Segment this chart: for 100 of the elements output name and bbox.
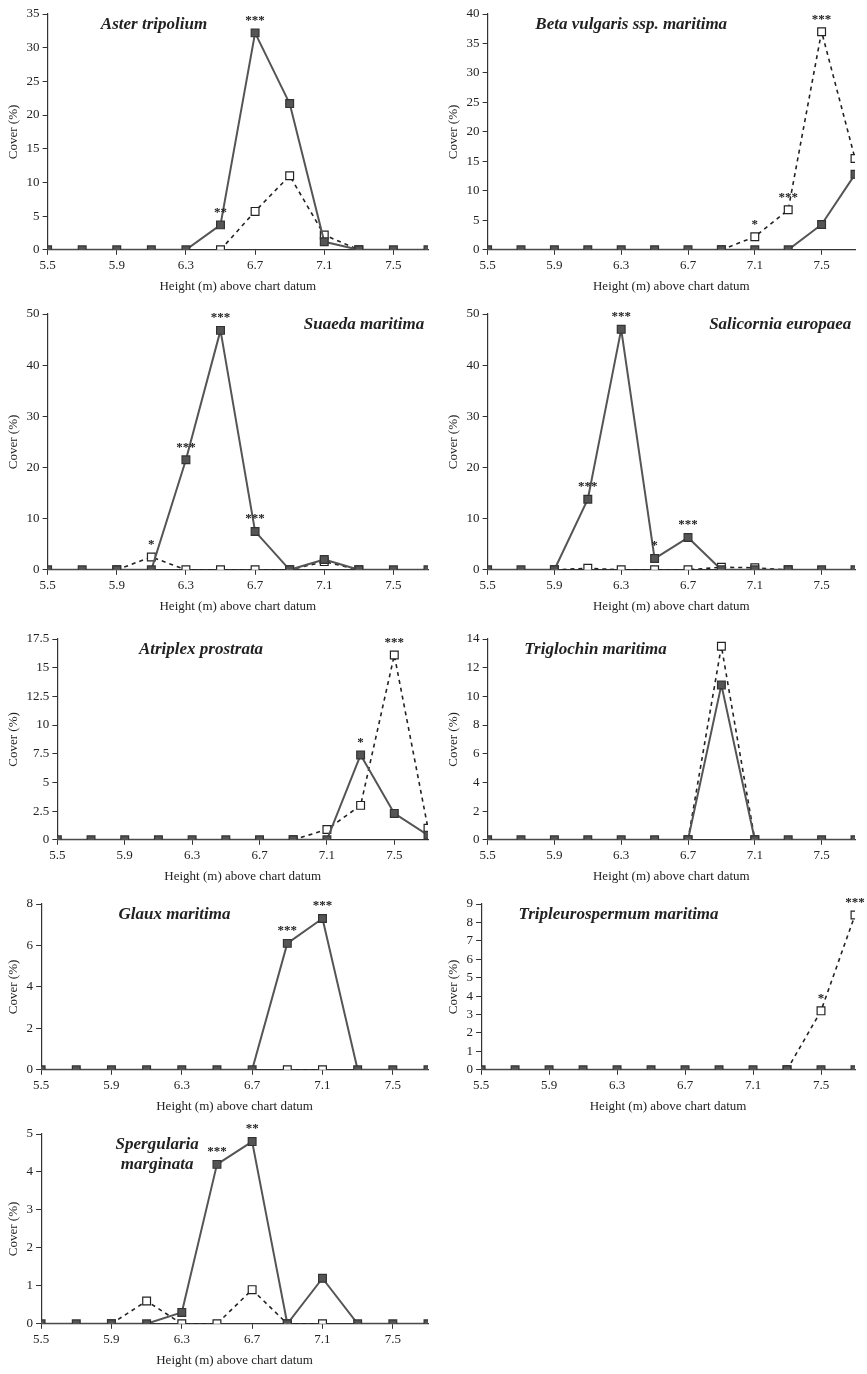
x-axis-title: Height (m) above chart datum xyxy=(159,597,317,613)
annotation: *** xyxy=(678,516,698,532)
annotation: * xyxy=(357,733,364,749)
x-tick-label: 5.9 xyxy=(103,1331,120,1347)
x-tick-label: 7.5 xyxy=(385,257,402,273)
chart-title: Beta vulgaris ssp. maritima xyxy=(534,13,728,33)
x-tick-label: 5.5 xyxy=(479,257,496,273)
y-tick-label: 5 xyxy=(473,211,480,227)
x-tick-label: 7.1 xyxy=(318,847,336,863)
x-tick-label: 7.1 xyxy=(314,1077,331,1093)
x-axis-title: Height (m) above chart datum xyxy=(156,1097,313,1113)
x-tick-label: 5.5 xyxy=(39,577,56,593)
x-tick-label: 7.1 xyxy=(316,577,333,593)
y-tick-label: 10 xyxy=(26,173,40,189)
x-axis-title: Height (m) above chart datum xyxy=(592,597,750,613)
y-tick-label: 6 xyxy=(466,950,474,966)
x-tick-label: 6.3 xyxy=(177,257,195,273)
x-tick-label: 5.5 xyxy=(479,847,496,863)
y-tick-label: 30 xyxy=(26,39,40,55)
x-tick-label: 6.3 xyxy=(613,847,630,863)
x-tick-label: 7.5 xyxy=(385,577,402,593)
y-tick-label: 1 xyxy=(466,1042,474,1058)
x-tick-label: 6.7 xyxy=(246,577,264,593)
x-tick-label: 5.5 xyxy=(32,1077,50,1093)
x-tick-label: 7.5 xyxy=(384,1331,401,1347)
annotation: * xyxy=(148,535,155,551)
x-tick-label: 7.5 xyxy=(386,847,403,863)
annotation: *** xyxy=(811,10,832,26)
y-tick-label: 20 xyxy=(26,458,40,474)
y-tick-label: 5 xyxy=(26,1125,34,1141)
x-tick-label: 5.5 xyxy=(32,1331,50,1347)
annotation: *** xyxy=(312,897,333,913)
x-tick-label: 5.5 xyxy=(39,257,56,273)
y-tick-label: 4 xyxy=(473,773,481,789)
y-tick-label: 35 xyxy=(26,5,40,21)
x-tick-label: 7.1 xyxy=(746,577,763,593)
y-tick-label: 6 xyxy=(26,936,34,952)
y-tick-label: 15 xyxy=(26,140,40,156)
y-axis-title: Cover (%) xyxy=(445,712,461,767)
x-tick-label: 5.9 xyxy=(108,257,125,273)
chart-title: Atriplex prostrata xyxy=(137,638,264,658)
y-tick-label: 30 xyxy=(26,407,40,423)
chart-title: Tripleurospermum maritima xyxy=(518,903,720,923)
y-tick-label: 10 xyxy=(26,510,40,526)
y-tick-label: 0 xyxy=(466,1061,474,1077)
x-tick-label: 5.9 xyxy=(103,1077,120,1093)
y-tick-label: 4 xyxy=(26,978,34,994)
y-tick-label: 0 xyxy=(473,561,480,577)
y-tick-label: 3 xyxy=(466,1005,474,1021)
y-tick-label: 5 xyxy=(33,207,40,223)
y-tick-label: 20 xyxy=(26,106,40,122)
x-tick-label: 7.5 xyxy=(384,1077,401,1093)
annotation: *** xyxy=(384,633,405,649)
y-tick-label: 20 xyxy=(466,458,480,474)
x-axis-title: Height (m) above chart datum xyxy=(156,1351,313,1367)
y-tick-label: 0 xyxy=(26,1315,34,1331)
chart-title: Triglochin maritima xyxy=(524,638,668,658)
y-tick-label: 10 xyxy=(36,716,50,732)
x-tick-label: 6.3 xyxy=(173,1331,190,1347)
y-tick-label: 0 xyxy=(33,561,40,577)
y-tick-label: 5 xyxy=(42,773,50,789)
y-tick-label: 2 xyxy=(466,1024,474,1040)
x-tick-label: 6.7 xyxy=(676,1077,694,1093)
y-axis-title: Cover (%) xyxy=(5,1201,21,1257)
y-tick-label: 17.5 xyxy=(26,630,50,646)
x-axis-title: Height (m) above chart datum xyxy=(592,867,750,883)
x-tick-label: 6.3 xyxy=(613,577,630,593)
y-tick-label: 2 xyxy=(26,1239,34,1255)
x-tick-label: 7.5 xyxy=(812,1077,830,1093)
y-tick-label: 50 xyxy=(26,305,40,321)
x-tick-label: 6.7 xyxy=(244,1331,261,1347)
x-tick-label: 6.7 xyxy=(246,257,264,273)
y-tick-label: 2 xyxy=(473,802,480,818)
y-tick-label: 3 xyxy=(26,1201,34,1217)
y-tick-label: 10 xyxy=(466,510,480,526)
x-tick-label: 6.3 xyxy=(173,1077,190,1093)
y-tick-label: 40 xyxy=(466,5,480,21)
y-axis-title: Cover (%) xyxy=(445,959,461,1015)
y-tick-label: 50 xyxy=(466,305,480,321)
y-tick-label: 9 xyxy=(466,895,474,911)
y-tick-label: 6 xyxy=(473,745,481,761)
chart-title: Salicornia europaea xyxy=(709,313,852,333)
x-axis-title: Height (m) above chart datum xyxy=(164,867,322,883)
annotation: *** xyxy=(611,308,631,324)
y-tick-label: 25 xyxy=(466,93,480,109)
x-tick-label: 6.7 xyxy=(679,257,697,273)
x-tick-label: 7.5 xyxy=(813,257,830,273)
x-tick-label: 7.1 xyxy=(314,1331,331,1347)
x-axis-title: Height (m) above chart datum xyxy=(592,277,750,293)
y-tick-label: 25 xyxy=(26,72,40,88)
y-tick-label: 7 xyxy=(466,932,474,948)
x-tick-label: 6.7 xyxy=(244,1077,261,1093)
y-axis-title: Cover (%) xyxy=(5,959,21,1015)
annotation: *** xyxy=(245,11,265,27)
y-tick-label: 0 xyxy=(473,831,480,847)
y-tick-label: 8 xyxy=(26,895,34,911)
y-axis-title: Cover (%) xyxy=(5,712,21,767)
x-tick-label: 7.1 xyxy=(746,257,763,273)
x-tick-label: 5.9 xyxy=(546,577,563,593)
y-tick-label: 15 xyxy=(36,659,50,675)
